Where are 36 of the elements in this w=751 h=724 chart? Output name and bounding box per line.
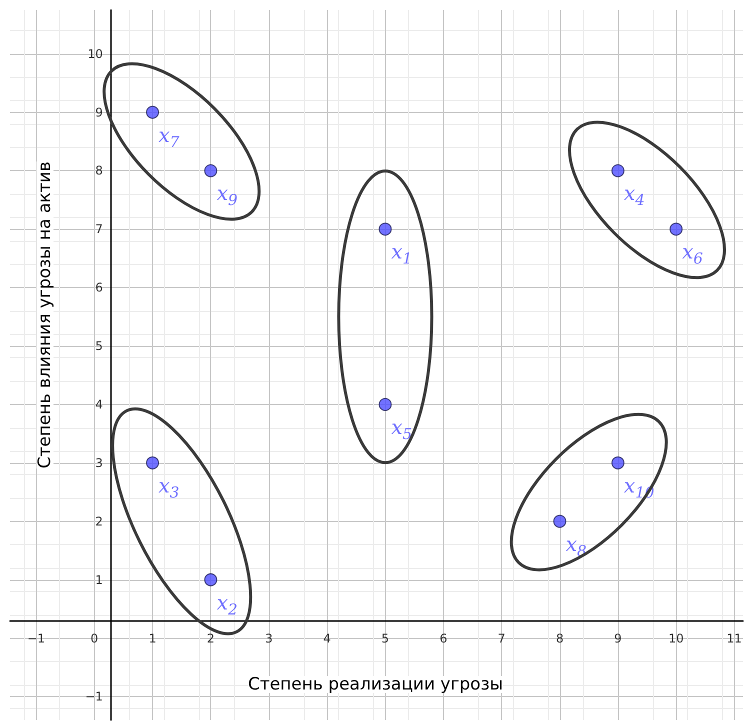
y-tick-label: −1 [85, 690, 103, 704]
y-tick-label: 8 [95, 164, 103, 178]
point [204, 573, 218, 586]
x-tick-label: 0 [90, 631, 98, 646]
x-axis-title: Степень реализации угрозы [248, 674, 504, 694]
point [378, 222, 392, 236]
point [204, 164, 218, 178]
y-tick-label: 9 [95, 105, 103, 120]
y-tick-label: 5 [95, 339, 103, 354]
x-tick-label: 8 [556, 631, 564, 646]
x-tick-label: 5 [381, 631, 390, 646]
y-tick-label: 1 [95, 572, 103, 587]
point [611, 164, 624, 178]
y-axis-title: Степень влияния угрозы на актив [35, 162, 55, 468]
point [611, 456, 624, 470]
y-tick-label: 4 [95, 397, 103, 412]
point [670, 222, 683, 236]
y-tick-label: 6 [95, 280, 103, 295]
point [146, 456, 160, 470]
x-tick-label: 3 [265, 631, 273, 646]
point [378, 398, 392, 411]
x-tick-label: 1 [148, 631, 156, 646]
x-tick-label: −1 [27, 631, 46, 646]
x-tick-label: 10 [668, 631, 684, 646]
x-tick-label: 6 [440, 631, 448, 646]
x-tick-label: 2 [206, 631, 215, 646]
y-tick-label: 2 [95, 514, 103, 528]
y-tick-label: 3 [95, 456, 103, 470]
point [146, 106, 160, 119]
y-tick-label: 10 [88, 46, 103, 61]
x-tick-label: 9 [614, 631, 622, 646]
x-tick-label: 4 [323, 631, 331, 646]
x-tick-label: 7 [498, 631, 506, 646]
point [553, 514, 566, 528]
x-tick-label: 11 [726, 631, 742, 646]
y-tick-label: 7 [95, 222, 103, 236]
